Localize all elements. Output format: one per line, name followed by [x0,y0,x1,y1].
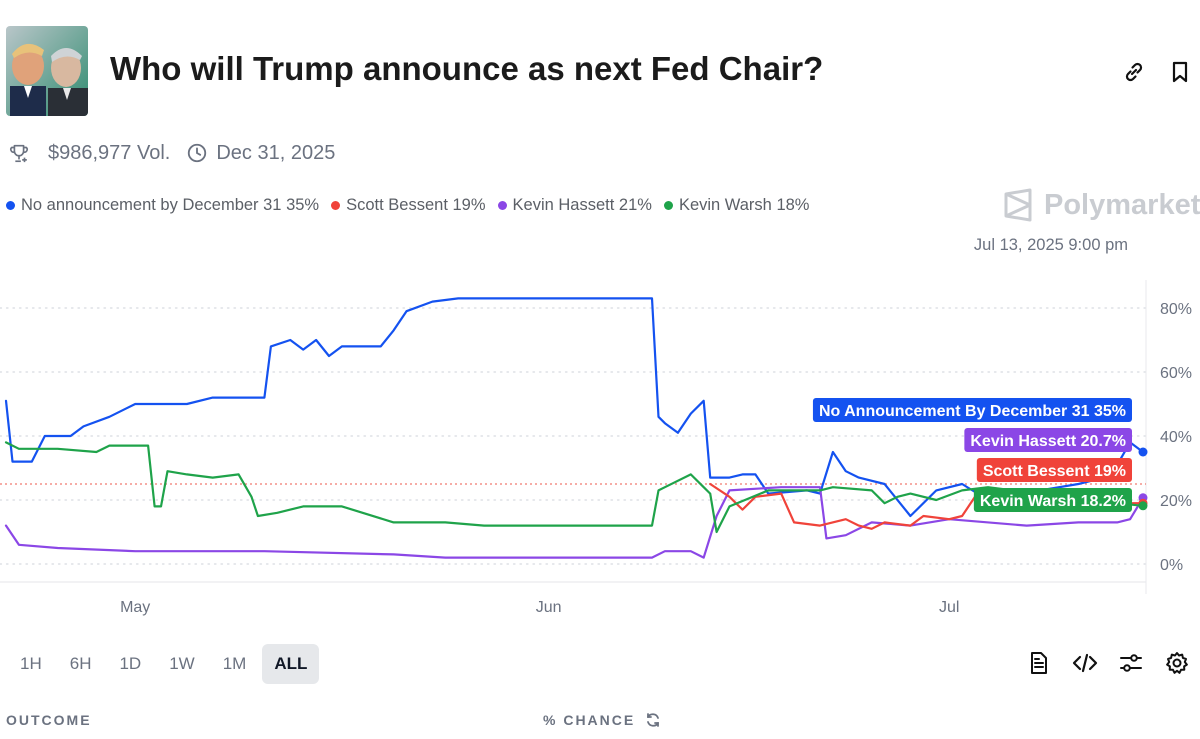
end-label-text: Scott Bessent 19% [983,463,1126,480]
end-label-tag: Scott Bessent 19% [976,458,1132,482]
chance-column-header[interactable]: % CHANCE [543,712,661,728]
page-title: Who will Trump announce as next Fed Chai… [110,50,824,87]
legend-label: No announcement by December 31 35% [21,196,320,214]
chart-legend: No announcement by December 31 35% Scott… [6,196,821,215]
market-thumbnail-art [6,26,88,116]
hover-timestamp: Jul 13, 2025 9:00 pm [973,236,1128,254]
document-icon[interactable] [1026,650,1052,676]
legend-label: Scott Bessent 19% [346,196,486,214]
end-label-bg [812,398,1132,422]
end-label-text: Kevin Warsh 18.2% [980,493,1126,510]
polymarket-watermark: Polymarket [1002,188,1200,222]
y-tick-label: 0% [1160,557,1183,574]
end-label-bg [973,488,1132,512]
legend-dot [6,201,15,210]
end-label-tag: No Announcement By December 31 35% [812,398,1132,422]
chance-label: % CHANCE [543,712,636,728]
end-date-text: Dec 31, 2025 [216,141,336,164]
end-label-text: No Announcement By December 31 35% [819,403,1126,420]
range-1h-button[interactable]: 1H [20,654,42,673]
polymarket-logo-icon [1004,188,1032,222]
y-tick-label: 60% [1160,365,1192,382]
y-tick-label: 80% [1160,301,1192,318]
trophy-icon [6,140,32,166]
legend-label: Kevin Warsh 18% [678,196,810,214]
legend-dot [497,201,507,210]
y-tick-label: 20% [1160,493,1192,510]
y-tick-label: 40% [1160,429,1192,446]
brand-name: Polymarket [1044,188,1200,221]
series-line-1[interactable] [4,486,1145,559]
range-6h-button[interactable]: 6H [69,654,92,673]
series-line-3[interactable] [4,441,1145,534]
legend-item: No announcement by December 31 35% [6,196,319,215]
price-chart[interactable]: No Announcement By December 31 35% Kevin … [0,260,1200,630]
link-icon[interactable] [1120,58,1148,86]
x-tick-label: May [120,599,150,616]
x-tick-label: Jul [939,599,959,616]
clock-icon [184,140,210,166]
market-meta: $986,977 Vol. Dec 31, 2025 [6,140,335,166]
volume-text: $986,977 Vol. [48,141,171,164]
bookmark-icon[interactable] [1166,58,1194,86]
legend-dot [663,201,673,210]
refresh-icon[interactable] [645,712,661,728]
range-all-button[interactable]: ALL [262,644,320,684]
end-label-tag: Kevin Warsh 18.2% [973,488,1132,512]
gear-icon[interactable] [1164,650,1190,676]
legend-item: Kevin Warsh 18% [663,196,810,215]
outcome-column-header: OUTCOME [6,712,92,728]
series-endpoint-3 [1138,501,1148,511]
range-1d-button[interactable]: 1D [119,654,142,673]
legend-item: Scott Bessent 19% [331,196,486,215]
market-thumbnail [6,26,88,116]
end-label-text: Kevin Hassett 20.7% [970,433,1126,450]
chart-tools [1006,650,1190,676]
legend-label: Kevin Hassett 21% [512,196,652,214]
series-line-0[interactable] [4,297,1145,518]
code-icon[interactable] [1072,650,1098,676]
end-label-bg [964,428,1132,452]
range-1w-button[interactable]: 1W [169,654,195,673]
legend-item: Kevin Hassett 21% [497,196,652,215]
time-range-selector: 1H 6H 1D 1W 1M ALL [8,644,323,684]
end-label-tag: Kevin Hassett 20.7% [964,428,1132,452]
sliders-icon[interactable] [1118,650,1144,676]
series-endpoint-0 [1138,447,1148,457]
x-tick-label: Jun [536,599,562,616]
range-1m-button[interactable]: 1M [222,654,247,673]
end-label-bg [976,458,1132,482]
legend-dot [331,201,341,210]
